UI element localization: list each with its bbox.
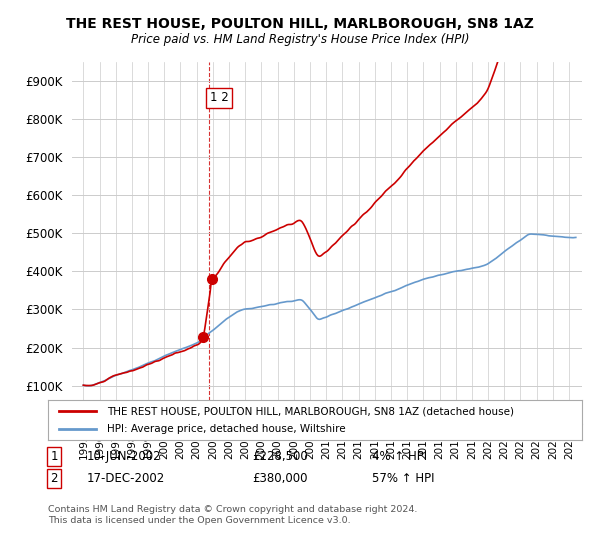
Text: HPI: Average price, detached house, Wiltshire: HPI: Average price, detached house, Wilt… (107, 423, 346, 433)
Text: 10-JUN-2002: 10-JUN-2002 (87, 450, 161, 463)
Text: Price paid vs. HM Land Registry's House Price Index (HPI): Price paid vs. HM Land Registry's House … (131, 33, 469, 46)
Text: 1: 1 (50, 450, 58, 463)
Text: 1 2: 1 2 (209, 91, 229, 104)
Text: 4% ↑ HPI: 4% ↑ HPI (372, 450, 427, 463)
Text: £228,500: £228,500 (252, 450, 308, 463)
Text: THE REST HOUSE, POULTON HILL, MARLBOROUGH, SN8 1AZ: THE REST HOUSE, POULTON HILL, MARLBOROUG… (66, 17, 534, 31)
Text: £380,000: £380,000 (252, 472, 308, 486)
Text: THE REST HOUSE, POULTON HILL, MARLBOROUGH, SN8 1AZ (detached house): THE REST HOUSE, POULTON HILL, MARLBOROUG… (107, 407, 514, 417)
Text: 57% ↑ HPI: 57% ↑ HPI (372, 472, 434, 486)
Text: 2: 2 (50, 472, 58, 486)
Text: 17-DEC-2002: 17-DEC-2002 (87, 472, 165, 486)
Text: Contains HM Land Registry data © Crown copyright and database right 2024.
This d: Contains HM Land Registry data © Crown c… (48, 505, 418, 525)
